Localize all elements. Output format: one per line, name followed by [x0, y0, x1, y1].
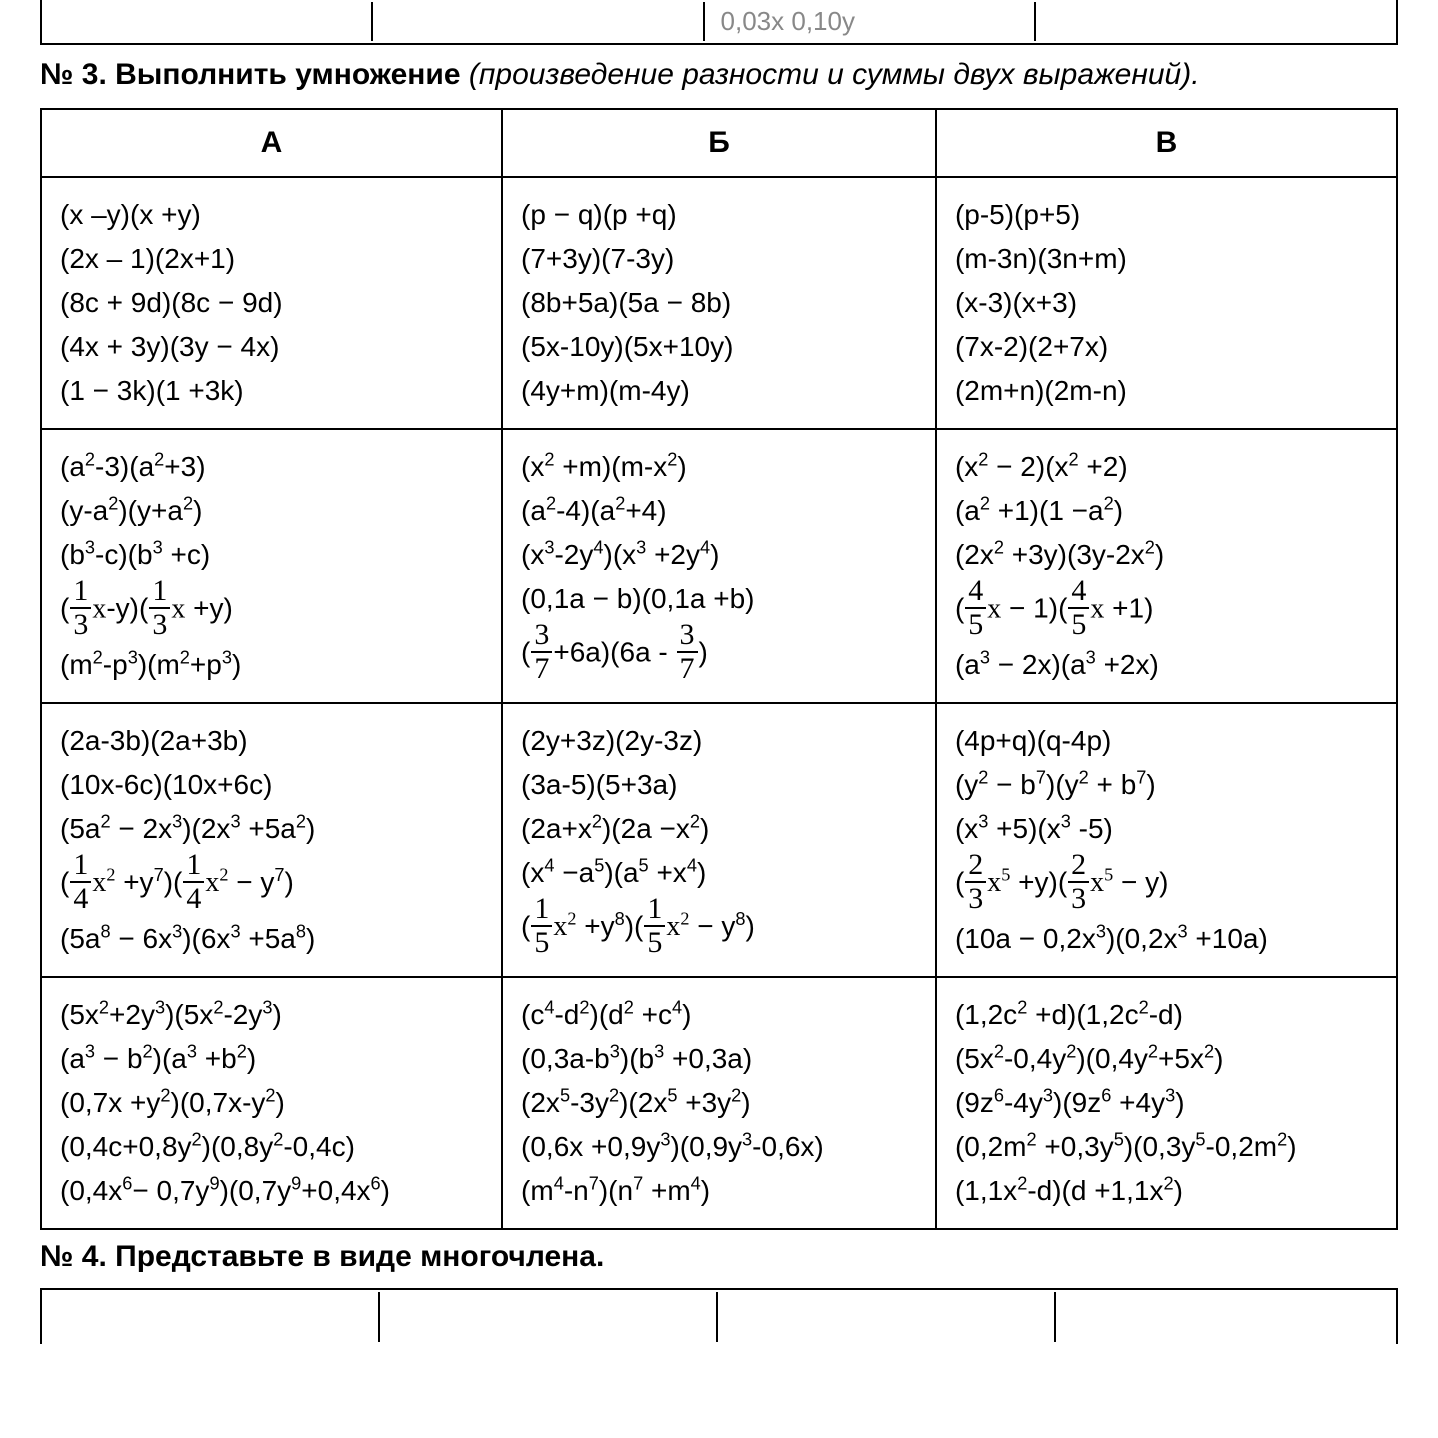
expression: (8c + 9d)(8c − 9d): [60, 282, 483, 324]
expression: (b3-c)(b3 +c): [60, 534, 483, 576]
expression: (2x2 +3y)(3y-2x2): [955, 534, 1378, 576]
cell-B-row1: (p − q)(p +q)(7+3y)(7-3y)(8b+5a)(5a − 8b…: [502, 177, 936, 429]
expression: (x4 −a5)(a5 +x4): [521, 852, 917, 894]
expression: (x2 +m)(m-x2): [521, 446, 917, 488]
table-row: (2a-3b)(2a+3b)(10x-6c)(10x+6c)(5a2 − 2x3…: [41, 703, 1397, 977]
expression: (1 − 3k)(1 +3k): [60, 370, 483, 412]
table-row: (x –y)(x +y)(2x – 1)(2x+1)(8c + 9d)(8c −…: [41, 177, 1397, 429]
expression: (p − q)(p +q): [521, 194, 917, 236]
prev-cell-2: [375, 2, 704, 41]
expression: (8b+5a)(5a − 8b): [521, 282, 917, 324]
table-row: (a2-3)(a2+3)(y-a2)(y+a2)(b3-c)(b3 +c)(13…: [41, 429, 1397, 703]
expression: (5a8 − 6x3)(6x3 +5a8): [60, 918, 483, 960]
expression: (a3 − 2x)(a3 +2x): [955, 644, 1378, 686]
expression: (m4-n7)(n7 +m4): [521, 1170, 917, 1212]
expression: (x –y)(x +y): [60, 194, 483, 236]
prev-cell-1: [44, 2, 373, 41]
next-cell-2: [382, 1292, 718, 1342]
expression: (5x2-0,4y2)(0,4y2+5x2): [955, 1038, 1378, 1080]
expression: (0,6x +0,9y3)(0,9y3-0,6x): [521, 1126, 917, 1168]
expression: (4x + 3y)(3y − 4x): [60, 326, 483, 368]
expression: (5x-10y)(5x+10y): [521, 326, 917, 368]
cell-B-row3: (2y+3z)(2y-3z)(3a-5)(5+3a)(2a+x2)(2a −x2…: [502, 703, 936, 977]
expression: (2x5-3y2)(2x5 +3y2): [521, 1082, 917, 1124]
expression: (23x5 +y)(23x5 − y): [955, 852, 1378, 916]
cell-V-row1: (p-5)(p+5)(m-3n)(3n+m)(x-3)(x+3)(7x-2)(2…: [936, 177, 1397, 429]
next-table-fragment: [40, 1288, 1398, 1344]
expression: (c4-d2)(d2 +c4): [521, 994, 917, 1036]
heading-3-title: Выполнить умножение: [115, 58, 460, 91]
expression: (0,1a − b)(0,1a +b): [521, 578, 917, 620]
expression: (9z6-4y3)(9z6 +4y3): [955, 1082, 1378, 1124]
prev-cell-4: [1038, 2, 1394, 41]
expression: (2a-3b)(2a+3b): [60, 720, 483, 762]
expression: (a2-4)(a2+4): [521, 490, 917, 532]
expression: (4y+m)(m-4y): [521, 370, 917, 412]
expression: (m2-p3)(m2+p3): [60, 644, 483, 686]
expression: (15x2 +y8)(15x2 − y8): [521, 896, 917, 960]
cell-A-row1: (x –y)(x +y)(2x – 1)(2x+1)(8c + 9d)(8c −…: [41, 177, 502, 429]
expression: (0,2m2 +0,3y5)(0,3y5-0,2m2): [955, 1126, 1378, 1168]
cell-V-row2: (x2 − 2)(x2 +2)(a2 +1)(1 −a2)(2x2 +3y)(3…: [936, 429, 1397, 703]
expression: (3a-5)(5+3a): [521, 764, 917, 806]
heading-4: № 4. Представьте в виде многочлена.: [40, 1240, 1398, 1274]
prev-cell-3: 0,03x 0,10y: [707, 2, 1036, 41]
next-cell-4: [1058, 1292, 1394, 1342]
expression: (13x-y)(13x +y): [60, 578, 483, 642]
expression: (0,4x6− 0,7y9)(0,7y9+0,4x6): [60, 1170, 483, 1212]
expression: (1,2c2 +d)(1,2c2-d): [955, 994, 1378, 1036]
expression: (7x-2)(2+7x): [955, 326, 1378, 368]
prev-table-fragment: 0,03x 0,10y: [40, 0, 1398, 45]
cell-V-row4: (1,2c2 +d)(1,2c2-d)(5x2-0,4y2)(0,4y2+5x2…: [936, 977, 1397, 1229]
expression: (14x2 +y7)(14x2 − y7): [60, 852, 483, 916]
next-cell-3: [720, 1292, 1056, 1342]
expression: (37+6a)(6a - 37): [521, 622, 917, 686]
expression: (10a − 0,2x3)(0,2x3 +10a): [955, 918, 1378, 960]
expression: (a3 − b2)(a3 +b2): [60, 1038, 483, 1080]
expression: (7+3y)(7-3y): [521, 238, 917, 280]
expression: (0,3a-b3)(b3 +0,3a): [521, 1038, 917, 1080]
expression: (y-a2)(y+a2): [60, 490, 483, 532]
expression: (2y+3z)(2y-3z): [521, 720, 917, 762]
expression: (2x – 1)(2x+1): [60, 238, 483, 280]
heading-3: № 3. Выполнить умножение (произведение р…: [40, 55, 1398, 94]
cell-A-row2: (a2-3)(a2+3)(y-a2)(y+a2)(b3-c)(b3 +c)(13…: [41, 429, 502, 703]
expression: (1,1x2-d)(d +1,1x2): [955, 1170, 1378, 1212]
expression: (x3-2y4)(x3 +2y4): [521, 534, 917, 576]
expression: (2a+x2)(2a −x2): [521, 808, 917, 850]
expression: (m-3n)(3n+m): [955, 238, 1378, 280]
cell-V-row3: (4p+q)(q-4p)(y2 − b7)(y2 + b7)(x3 +5)(x3…: [936, 703, 1397, 977]
col-header-B: Б: [502, 109, 936, 177]
expression: (a2-3)(a2+3): [60, 446, 483, 488]
expression: (5x2+2y3)(5x2-2y3): [60, 994, 483, 1036]
expression: (a2 +1)(1 −a2): [955, 490, 1378, 532]
heading-3-number: № 3.: [40, 58, 107, 91]
table-3: А Б В (x –y)(x +y)(2x – 1)(2x+1)(8c + 9d…: [40, 108, 1398, 1230]
table-row: (5x2+2y3)(5x2-2y3)(a3 − b2)(a3 +b2)(0,7x…: [41, 977, 1397, 1229]
cell-B-row2: (x2 +m)(m-x2)(a2-4)(a2+4)(x3-2y4)(x3 +2y…: [502, 429, 936, 703]
expression: (p-5)(p+5): [955, 194, 1378, 236]
page: 0,03x 0,10y № 3. Выполнить умножение (пр…: [0, 0, 1438, 1344]
col-header-V: В: [936, 109, 1397, 177]
expression: (10x-6c)(10x+6c): [60, 764, 483, 806]
expression: (45x − 1)(45x +1): [955, 578, 1378, 642]
expression: (4p+q)(q-4p): [955, 720, 1378, 762]
expression: (y2 − b7)(y2 + b7): [955, 764, 1378, 806]
cell-B-row4: (c4-d2)(d2 +c4)(0,3a-b3)(b3 +0,3a)(2x5-3…: [502, 977, 936, 1229]
cell-A-row3: (2a-3b)(2a+3b)(10x-6c)(10x+6c)(5a2 − 2x3…: [41, 703, 502, 977]
expression: (5a2 − 2x3)(2x3 +5a2): [60, 808, 483, 850]
cell-A-row4: (5x2+2y3)(5x2-2y3)(a3 − b2)(a3 +b2)(0,7x…: [41, 977, 502, 1229]
expression: (x-3)(x+3): [955, 282, 1378, 324]
col-header-A: А: [41, 109, 502, 177]
expression: (x3 +5)(x3 -5): [955, 808, 1378, 850]
expression: (2m+n)(2m-n): [955, 370, 1378, 412]
expression: (0,7x +y2)(0,7x-y2): [60, 1082, 483, 1124]
next-cell-1: [44, 1292, 380, 1342]
expression: (0,4c+0,8y2)(0,8y2-0,4c): [60, 1126, 483, 1168]
expression: (x2 − 2)(x2 +2): [955, 446, 1378, 488]
heading-3-subtitle: (произведение разности и суммы двух выра…: [469, 58, 1200, 91]
